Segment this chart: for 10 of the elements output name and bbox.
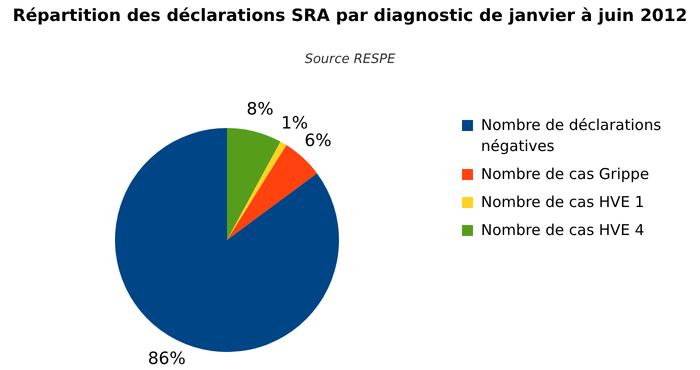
data-label: 8% <box>246 100 274 120</box>
chart-title: Répartition des déclarations SRA par diagnostic de janvier à juin 2012 <box>12 6 688 26</box>
legend-label: Nombre de cas HVE 4 <box>481 220 644 241</box>
legend-label: Nombre de déclarations négatives <box>481 115 662 157</box>
legend-label: Nombre de cas Grippe <box>481 164 650 185</box>
data-label: 6% <box>304 131 332 152</box>
chart-subtitle: Source RESPE <box>304 52 396 67</box>
data-label: 86% <box>148 349 186 370</box>
data-label: 1% <box>281 114 308 134</box>
legend-label: Nombre de cas HVE 1 <box>481 192 644 213</box>
